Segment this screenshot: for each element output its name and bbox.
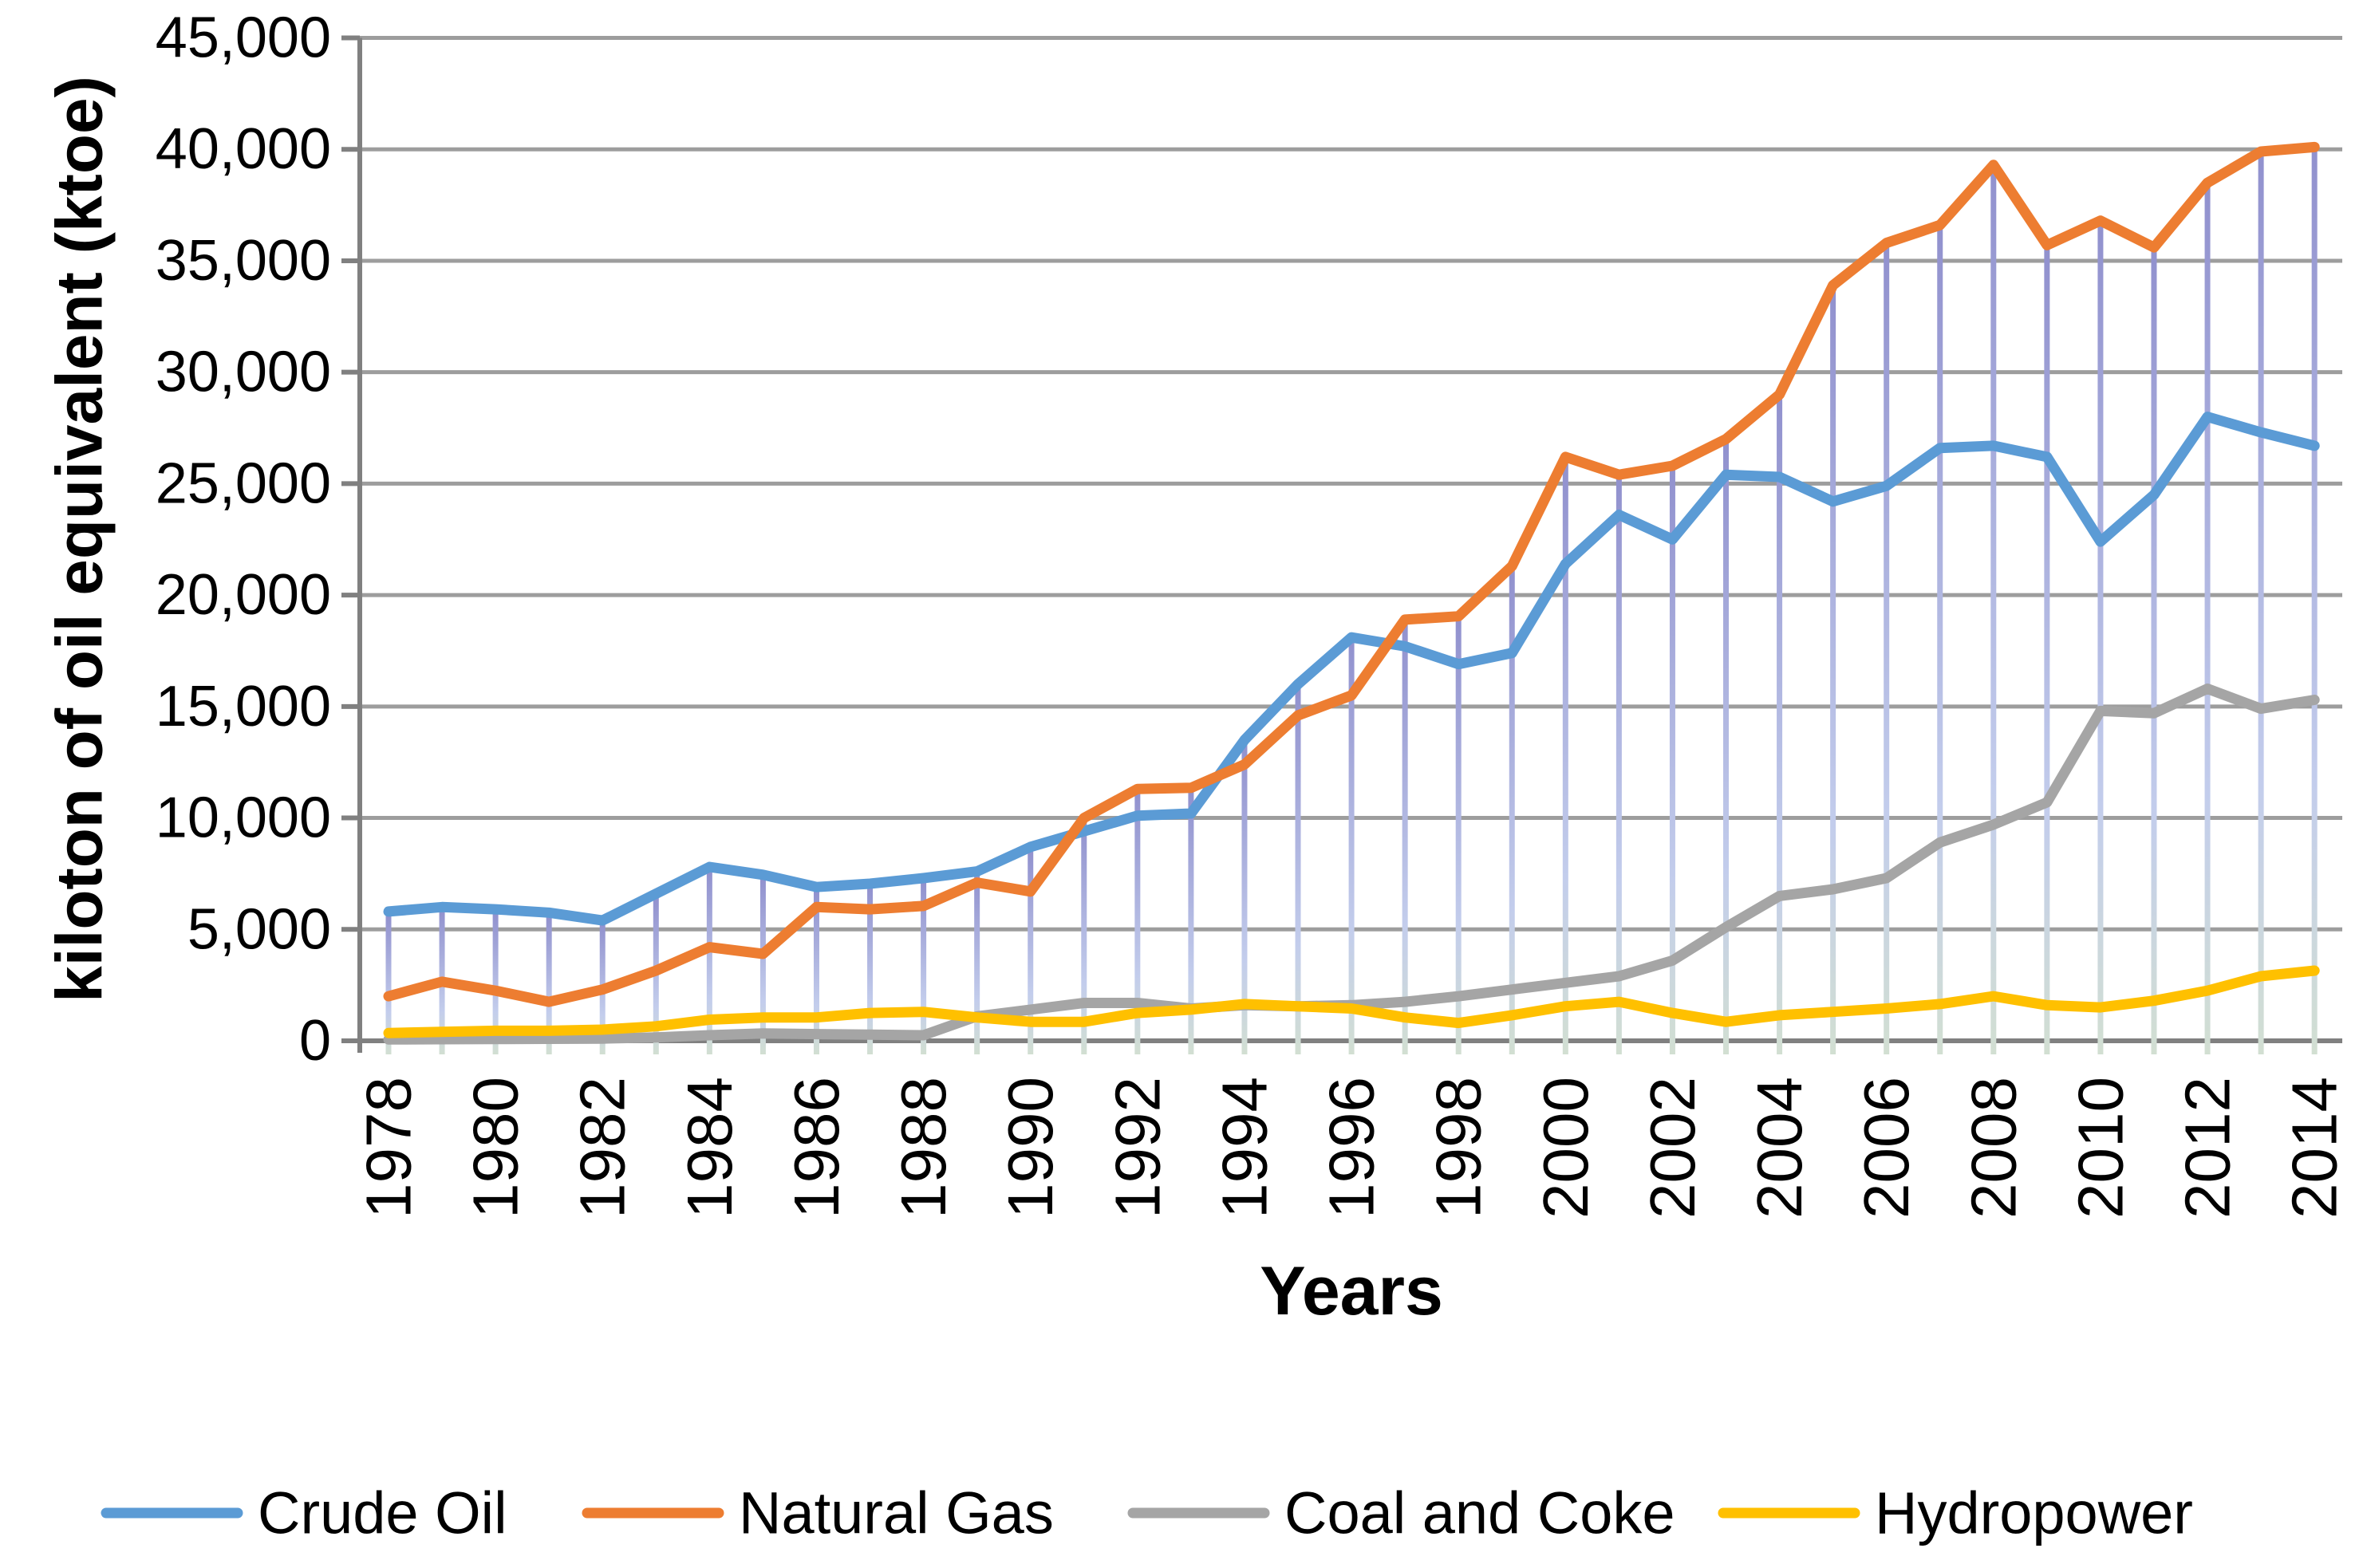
y-tick-label-20000: 20,000 — [156, 563, 331, 627]
x-tick-label-1998: 1998 — [1423, 1077, 1494, 1219]
legend-label-crude-oil: Crude Oil — [258, 1480, 507, 1546]
x-tick-label-1990: 1990 — [995, 1077, 1066, 1219]
y-tick-label-45000: 45,000 — [156, 6, 331, 70]
y-tick-label-10000: 10,000 — [156, 786, 331, 850]
x-tick-label-1996: 1996 — [1316, 1077, 1387, 1219]
x-tick-label-1982: 1982 — [567, 1077, 638, 1219]
legend: Crude Oil Natural Gas Coal and Coke Hydropo… — [101, 1480, 2193, 1546]
x-tick-label-1986: 1986 — [781, 1077, 852, 1219]
y-axis-title: kiloton of oil equivalent (ktoe) — [44, 76, 116, 1003]
y-tick-label-5000: 5,000 — [187, 897, 331, 961]
x-tick-label-2014: 2014 — [2279, 1077, 2350, 1219]
x-tick-label-1984: 1984 — [674, 1077, 745, 1219]
x-tick-label-2006: 2006 — [1851, 1077, 1922, 1219]
x-tick-label-1994: 1994 — [1209, 1077, 1280, 1219]
y-tick-label-35000: 35,000 — [156, 229, 331, 293]
y-axis-tick-labels: 0 5,000 10,000 15,000 20,000 25,000 30,000 35,0… — [156, 6, 331, 1073]
y-tick-label-40000: 40,000 — [156, 117, 331, 181]
series-lines — [383, 141, 2320, 1045]
y-tick-label-30000: 30,000 — [156, 341, 331, 404]
x-tick-label-2000: 2000 — [1530, 1077, 1601, 1219]
x-axis-tick-labels: 1978 1980 1982 1984 1986 1988 1990 1992 1994 1996… — [353, 1077, 2350, 1219]
series-line-crude-oil — [383, 412, 2320, 926]
y-tick-label-25000: 25,000 — [156, 451, 331, 515]
x-tick-label-1980: 1980 — [460, 1077, 531, 1219]
x-tick-label-2008: 2008 — [1958, 1077, 2029, 1219]
legend-label-coal-and-coke: Coal and Coke — [1284, 1480, 1675, 1546]
x-tick-label-2012: 2012 — [2172, 1077, 2243, 1219]
y-tick-label-15000: 15,000 — [156, 675, 331, 739]
x-tick-label-1978: 1978 — [353, 1077, 424, 1219]
axes — [341, 35, 362, 1053]
legend-label-natural-gas: Natural Gas — [739, 1480, 1054, 1546]
x-tick-label-2004: 2004 — [1744, 1077, 1815, 1219]
legend-item-crude-oil: Crude Oil — [101, 1480, 507, 1546]
series-line-natural-gas — [383, 141, 2320, 1007]
drop-lines — [385, 150, 2318, 1054]
y-tick-label-0: 0 — [299, 1009, 331, 1073]
legend-label-hydropower: Hydropower — [1875, 1480, 2193, 1546]
x-tick-label-1988: 1988 — [888, 1077, 959, 1219]
x-tick-label-2010: 2010 — [2065, 1077, 2136, 1219]
legend-item-coal-and-coke: Coal and Coke — [1127, 1480, 1675, 1546]
gridlines — [360, 36, 2342, 1043]
x-tick-label-1992: 1992 — [1102, 1077, 1173, 1219]
x-tick-label-2002: 2002 — [1637, 1077, 1708, 1219]
legend-item-natural-gas: Natural Gas — [582, 1480, 1054, 1546]
legend-item-hydropower: Hydropower — [1718, 1480, 2193, 1546]
series-line-hydropower — [383, 965, 2320, 1038]
x-axis-title: Years — [1260, 1253, 1443, 1330]
